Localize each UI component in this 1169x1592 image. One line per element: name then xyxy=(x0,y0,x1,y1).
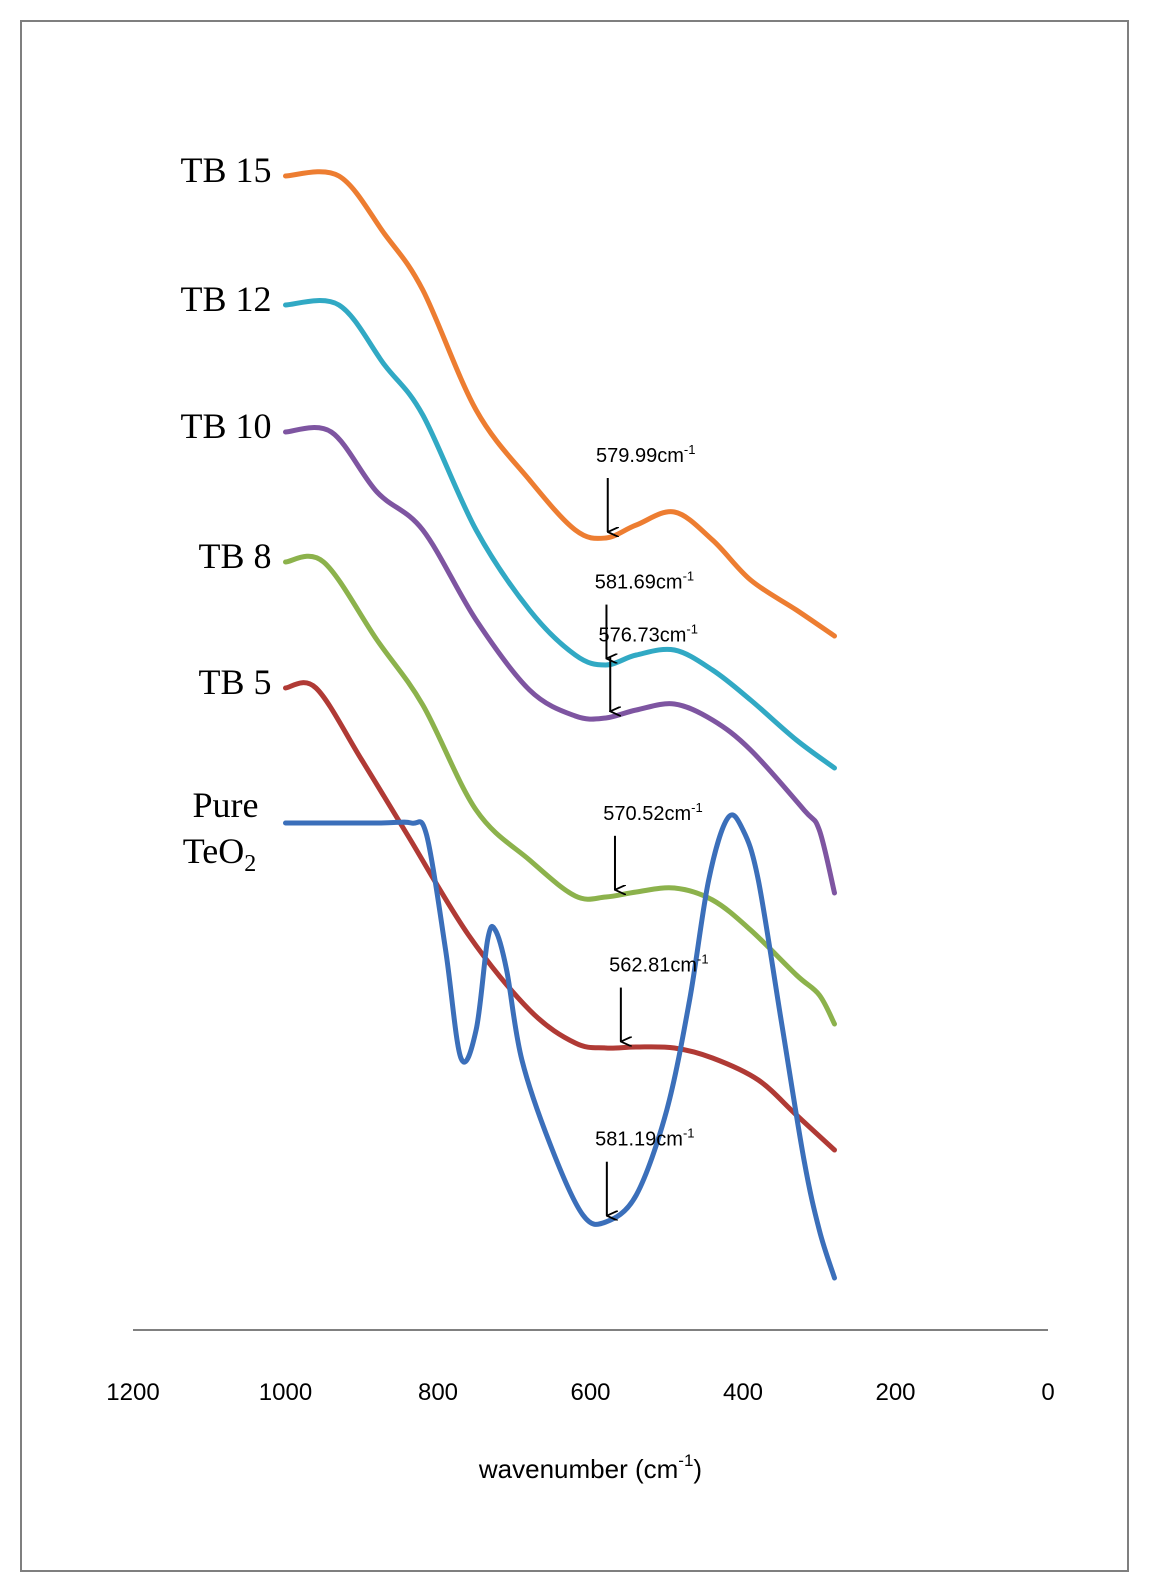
series-label-pure: Pure xyxy=(193,785,259,825)
x-axis-label: wavenumber (cm-1) xyxy=(478,1451,702,1484)
x-axis-label-close: ) xyxy=(693,1454,702,1484)
x-axis-label-text: wavenumber (cm xyxy=(478,1454,678,1484)
series-label-tb-10: TB 10 xyxy=(180,406,271,446)
x-tick-label-400: 400 xyxy=(723,1379,763,1406)
x-tick-label-0: 0 xyxy=(1041,1379,1054,1406)
peak-label-3: 576.73cm-1 xyxy=(599,621,698,646)
x-tick-label-600: 600 xyxy=(570,1379,610,1406)
series-curves xyxy=(283,169,837,1281)
series-label-tb-5: TB 5 xyxy=(198,662,271,702)
series-line-tb-15 xyxy=(283,169,837,639)
x-tick-label-200: 200 xyxy=(875,1379,915,1406)
peak-label-1: 579.99cm-1 xyxy=(596,442,695,467)
series-line-tb-12 xyxy=(283,298,837,771)
series-line-tb-10 xyxy=(283,425,837,896)
peak-label-2: 581.69cm-1 xyxy=(595,569,694,594)
series-labels: TB 15 TB 12 TB 10 TB 8 TB 5 Pure TeO2 xyxy=(180,150,271,877)
series-label-tb-12: TB 12 xyxy=(180,279,271,319)
series-line-tb-8 xyxy=(283,553,837,1027)
x-tick-label-1000: 1000 xyxy=(259,1379,312,1406)
series-label-tb-8: TB 8 xyxy=(198,536,271,576)
peak-label-4: 570.52cm-1 xyxy=(603,800,702,825)
peak-label-5: 562.81cm-1 xyxy=(609,952,708,977)
series-label-pure-line2: TeO2 xyxy=(183,831,256,877)
x-tick-label-1200: 1200 xyxy=(106,1379,159,1406)
x-axis-ticks: 1200 1000 800 600 400 200 0 xyxy=(106,1379,1054,1406)
series-line-tb-5 xyxy=(283,680,837,1153)
peak-annotations: 579.99cm-1 581.69cm-1 576.73cm-1 570.52cm-1… xyxy=(595,442,709,1216)
series-line-pure xyxy=(283,812,837,1281)
x-tick-label-800: 800 xyxy=(418,1379,458,1406)
figure-frame xyxy=(20,20,1129,1572)
series-label-tb-15: TB 15 xyxy=(180,150,271,190)
x-axis-label-sup: -1 xyxy=(678,1451,693,1470)
peak-label-6: 581.19cm-1 xyxy=(595,1126,694,1151)
